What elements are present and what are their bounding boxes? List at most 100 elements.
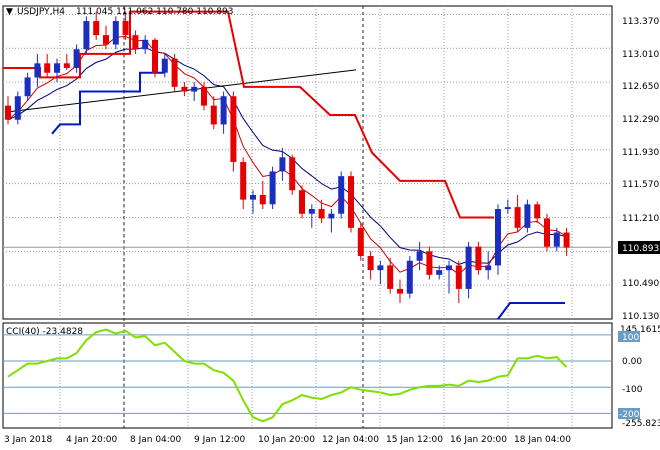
candles (5, 11, 570, 304)
candle-bear (152, 39, 158, 73)
price-tick: 111.570 (622, 180, 659, 190)
candle-bull (308, 209, 315, 214)
ohlc-readout: 111.045 111.062 110.780 110.893 (76, 7, 233, 17)
cci-level-100: 100 (622, 333, 639, 343)
time-tick: 9 Jan 12:00 (194, 435, 246, 445)
candle-bear (299, 190, 305, 214)
candle-bull (142, 39, 149, 50)
candle-bear (387, 265, 394, 289)
candle-bear (289, 157, 296, 191)
candle-bull (495, 209, 501, 266)
candle-bear (397, 288, 403, 294)
candle-bull (24, 77, 31, 97)
candle-bear (103, 35, 109, 45)
candle-bull (406, 260, 413, 294)
current-price-label: 110.893 (622, 244, 659, 254)
candle-bull (553, 232, 560, 247)
time-tick: 8 Jan 04:00 (130, 435, 182, 445)
symbol-label: USDJPY,H4 (17, 7, 65, 17)
candle-bull (338, 176, 345, 214)
candle-bear (475, 246, 482, 271)
cci-scale-max: 145.1615 (620, 325, 660, 335)
cci-indicator (3, 328, 612, 423)
candle-bull (14, 96, 21, 120)
candle-bear (348, 176, 354, 228)
candle-bull (220, 96, 227, 125)
candle-bear (122, 21, 129, 36)
candle-bear (210, 105, 217, 125)
ma-slow-line (7, 46, 567, 265)
cci-label: CCI(40) -23.4828 (6, 327, 83, 337)
time-tick: 10 Jan 20:00 (258, 435, 315, 445)
time-tick: 12 Jan 04:00 (322, 435, 379, 445)
price-tick: 113.370 (622, 17, 659, 27)
candle-bull (54, 63, 60, 73)
cci-scale-min: -255.8235 (622, 419, 660, 429)
candle-bear (93, 21, 100, 36)
candle-bull (112, 21, 119, 45)
price-tick: 110.130 (622, 312, 659, 322)
candle-bear (132, 35, 139, 50)
candle-bear (5, 105, 11, 120)
stop-resistance-line (3, 10, 494, 219)
candle-bull (191, 86, 198, 92)
candle-bull (465, 246, 472, 289)
candle-bull (161, 58, 168, 73)
price-tick: 112.650 (622, 82, 659, 92)
candle-bear (259, 194, 266, 205)
stop-support-line (497, 302, 565, 320)
candle-bull (377, 265, 384, 271)
price-tick: 113.010 (622, 50, 659, 60)
candle-bull (269, 171, 276, 205)
candle-bear (171, 58, 178, 87)
current-price-badge (618, 241, 660, 254)
price-axis[interactable]: 113.370 113.010 112.650 112.290 111.930 … (622, 17, 659, 322)
candle-bear (201, 86, 207, 106)
candle-bear (426, 251, 433, 275)
candle-bear (357, 227, 364, 257)
candle-bear (181, 86, 188, 92)
cci-level-0: 0.00 (622, 357, 642, 367)
candle-bear (534, 204, 541, 219)
cci-level-100-badge (618, 331, 640, 342)
candle-bear (455, 265, 462, 289)
candle-bull (446, 265, 452, 271)
candle-bear (318, 209, 325, 219)
cci-level-minus100: -100 (622, 385, 643, 395)
candle-bear (367, 256, 374, 271)
candle-bull (436, 270, 443, 275)
price-tick: 110.490 (622, 279, 659, 289)
time-axis[interactable]: 3 Jan 2018 4 Jan 20:00 8 Jan 04:00 9 Jan… (4, 435, 571, 445)
chart-collapse-icon[interactable]: ▼ (6, 7, 13, 17)
candle-bull (279, 157, 286, 172)
time-tick: 3 Jan 2018 (4, 435, 52, 445)
candle-bull (524, 204, 531, 228)
candle-bear (514, 207, 521, 228)
candle-bear (63, 63, 70, 69)
stop-support-line (51, 71, 165, 135)
candle-bear (563, 232, 570, 248)
time-tick: 18 Jan 04:00 (514, 435, 571, 445)
grid (3, 6, 612, 428)
trend-line (4, 69, 357, 113)
candle-bull (416, 251, 423, 261)
candle-bull (73, 49, 80, 69)
time-tick: 16 Jan 20:00 (450, 435, 507, 445)
cci-pane[interactable] (2, 322, 613, 429)
time-tick: 4 Jan 20:00 (66, 435, 118, 445)
price-tick: 112.290 (622, 115, 659, 125)
price-tick: 111.210 (622, 214, 659, 224)
candle-bull (250, 194, 256, 200)
candle-bear (230, 96, 237, 163)
candle-bull (34, 63, 41, 78)
cci-level-minus200-badge (618, 408, 640, 419)
candle-bear (44, 63, 51, 73)
price-tick: 111.930 (622, 148, 659, 158)
main-pane[interactable] (2, 5, 613, 320)
candle-bull (485, 265, 492, 271)
cci-level-minus200: -200 (619, 410, 640, 420)
candle-bull (328, 213, 335, 219)
cci-line (7, 328, 568, 423)
candle-bear (240, 162, 247, 200)
